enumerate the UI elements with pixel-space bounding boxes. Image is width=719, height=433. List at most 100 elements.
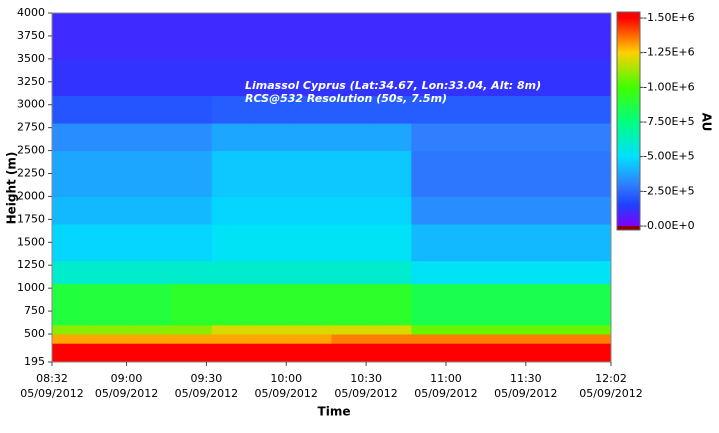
heat-cell bbox=[571, 334, 612, 344]
heat-cell bbox=[171, 13, 213, 60]
heat-cell bbox=[331, 283, 372, 326]
heat-cell bbox=[451, 150, 492, 197]
heat-cell bbox=[531, 283, 572, 326]
heat-cell bbox=[371, 283, 412, 326]
heat-cell bbox=[52, 260, 93, 285]
heat-cell bbox=[291, 343, 332, 363]
heat-cell bbox=[211, 334, 253, 344]
heat-cell bbox=[52, 123, 93, 152]
colorbar-tick-label: -7.50E+5 bbox=[643, 115, 695, 128]
colorbar-tick-label: -2.50E+5 bbox=[643, 184, 695, 197]
y-tick-label: 1750 bbox=[17, 212, 45, 225]
heat-cell bbox=[251, 196, 293, 225]
heat-cell bbox=[371, 58, 412, 97]
heat-cell bbox=[491, 334, 532, 344]
heat-cell bbox=[211, 123, 253, 152]
heat-cell bbox=[171, 58, 213, 97]
heat-cell bbox=[571, 196, 612, 225]
heat-cell bbox=[251, 223, 293, 262]
colorbar-frame bbox=[616, 11, 641, 231]
x-tick-date: 05/09/2012 bbox=[334, 387, 397, 400]
heat-cell bbox=[371, 223, 412, 262]
heat-cell bbox=[291, 150, 332, 197]
heat-cell bbox=[571, 95, 612, 124]
heat-cell bbox=[171, 95, 213, 124]
heat-cell bbox=[531, 343, 572, 363]
heat-cell bbox=[91, 343, 133, 363]
heat-cell bbox=[451, 343, 492, 363]
heat-cell bbox=[131, 123, 173, 152]
heat-cell bbox=[331, 196, 372, 225]
heat-cell bbox=[371, 260, 412, 285]
x-tick-label: 09:30 bbox=[191, 372, 223, 385]
heat-cell bbox=[491, 283, 532, 326]
heat-cell bbox=[371, 343, 412, 363]
heat-cell bbox=[131, 324, 173, 335]
heat-cell bbox=[91, 123, 133, 152]
heat-cell bbox=[411, 123, 452, 152]
heat-cell bbox=[331, 95, 372, 124]
heat-cell bbox=[91, 196, 133, 225]
heat-cell bbox=[451, 334, 492, 344]
heat-cell bbox=[331, 150, 372, 197]
heat-cell bbox=[91, 13, 133, 60]
heat-cell bbox=[331, 260, 372, 285]
heat-cell bbox=[211, 58, 253, 97]
heat-cell bbox=[131, 334, 173, 344]
y-tick-label: 195 bbox=[24, 355, 45, 368]
x-tick-date: 05/09/2012 bbox=[255, 387, 318, 400]
colorbar-under bbox=[617, 226, 640, 230]
heat-cell bbox=[251, 324, 293, 335]
heat-cell bbox=[251, 150, 293, 197]
heat-cell bbox=[91, 334, 133, 344]
heat-cell bbox=[531, 150, 572, 197]
heat-cell bbox=[331, 223, 372, 262]
heat-cell bbox=[491, 343, 532, 363]
heat-cell bbox=[291, 223, 332, 262]
heat-cell bbox=[571, 123, 612, 152]
plot-frame bbox=[51, 12, 612, 363]
x-tick-label: 11:00 bbox=[430, 372, 462, 385]
heat-cell bbox=[451, 324, 492, 335]
heat-cell bbox=[371, 13, 412, 60]
x-tick-label: 10:00 bbox=[270, 372, 302, 385]
heat-cell bbox=[251, 58, 293, 97]
heat-cell bbox=[291, 123, 332, 152]
heat-cell bbox=[211, 343, 253, 363]
heat-cell bbox=[491, 123, 532, 152]
heat-cell bbox=[411, 223, 452, 262]
heat-cell bbox=[331, 13, 372, 60]
colorbar-tick-label: -1.25E+6 bbox=[643, 46, 695, 59]
heat-cell bbox=[491, 223, 532, 262]
heat-cell bbox=[91, 223, 133, 262]
heat-cell bbox=[451, 95, 492, 124]
heat-cell bbox=[491, 324, 532, 335]
heat-cell bbox=[211, 95, 253, 124]
heat-cell bbox=[571, 58, 612, 97]
heat-cell bbox=[251, 260, 293, 285]
heat-cell bbox=[52, 334, 93, 344]
heat-cell bbox=[291, 260, 332, 285]
heat-cell bbox=[291, 324, 332, 335]
heat-cell bbox=[171, 196, 213, 225]
x-tick-date: 05/09/2012 bbox=[20, 387, 83, 400]
heat-cell bbox=[411, 95, 452, 124]
heat-cell bbox=[331, 343, 372, 363]
heat-cell bbox=[211, 196, 253, 225]
colorbar-tick-label: -1.50E+6 bbox=[643, 11, 695, 24]
heat-cell bbox=[211, 324, 253, 335]
heat-cell bbox=[491, 150, 532, 197]
heat-cell bbox=[131, 343, 173, 363]
heat-cell bbox=[371, 123, 412, 152]
heat-cell bbox=[491, 13, 532, 60]
heat-cell bbox=[52, 324, 93, 335]
heat-cell bbox=[331, 324, 372, 335]
heat-cell bbox=[91, 260, 133, 285]
annotation: RCS@532 Resolution (50s, 7.5m) bbox=[245, 92, 447, 105]
heat-cell bbox=[451, 123, 492, 152]
heat-cell bbox=[131, 95, 173, 124]
colorbar-tick-label: -0.00E+0 bbox=[643, 219, 695, 232]
heat-cell bbox=[371, 95, 412, 124]
heat-cell bbox=[171, 223, 213, 262]
